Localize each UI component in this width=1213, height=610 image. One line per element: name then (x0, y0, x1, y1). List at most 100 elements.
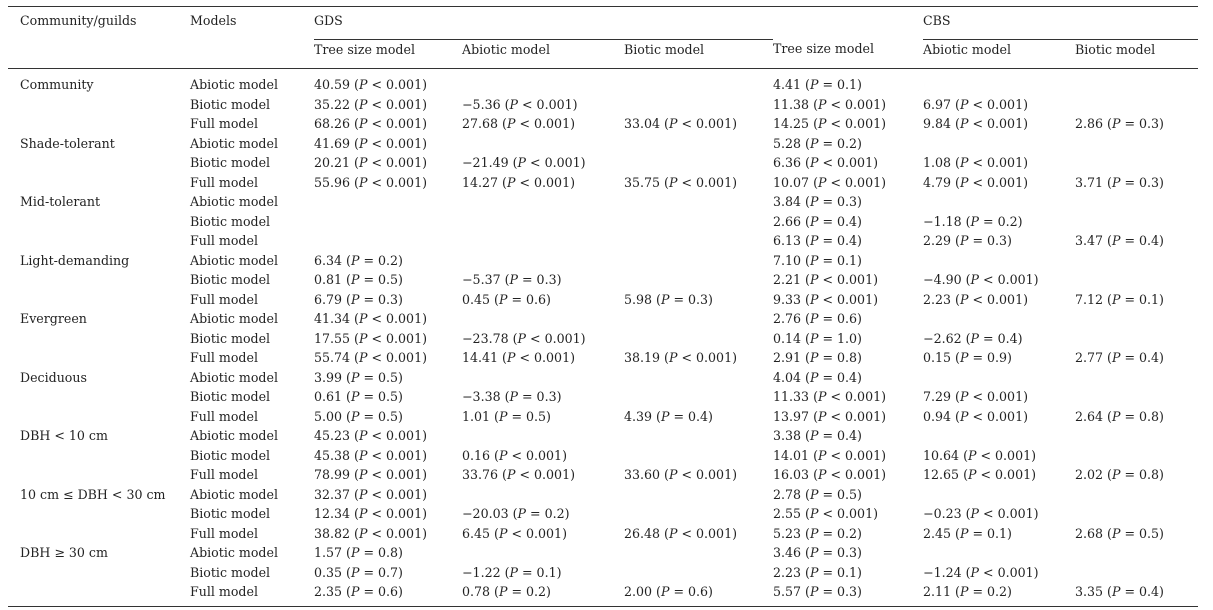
guild-label: Community (20, 77, 94, 92)
table-row: Full model 78.99 (P < 0.001) 33.76 (P < 0.… (8, 465, 1198, 485)
value-cell: 55.96 (P < 0.001) (314, 174, 427, 190)
value-cell (1075, 212, 1198, 232)
col-header-community: Community/guilds (20, 13, 137, 28)
value-cell: 45.23 (P < 0.001) (314, 428, 427, 443)
value-cell (1075, 543, 1198, 563)
value-cell (624, 134, 773, 154)
value-cell (1075, 192, 1198, 212)
value-cell (462, 543, 624, 563)
table-body: Community Abiotic model 40.59 (P < 0.001) 4… (8, 69, 1199, 606)
sub-header-cbs-tree-size: Tree size model (773, 39, 924, 69)
value-cell: 2.76 (P = 0.6) (773, 311, 862, 326)
value-cell (923, 192, 1075, 212)
value-cell (624, 543, 773, 563)
value-cell: 6.97 (P < 0.001) (923, 96, 1028, 112)
model-label: Abiotic model (190, 135, 278, 151)
table-row: Full model 2.35 (P = 0.6) 0.78 (P = 0.2) 2.… (8, 582, 1198, 606)
value-cell (1075, 426, 1198, 446)
value-cell: 2.77 (P = 0.4) (1075, 350, 1164, 365)
value-cell (1075, 563, 1198, 583)
value-cell: 3.84 (P = 0.3) (773, 194, 862, 209)
table-row: Full model 5.00 (P = 0.5) 1.01 (P = 0.5) 4.… (8, 407, 1198, 427)
value-cell: 14.41 (P < 0.001) (462, 350, 575, 365)
value-cell: 3.35 (P = 0.4) (1075, 584, 1164, 599)
value-cell (462, 251, 624, 271)
value-cell (923, 309, 1075, 329)
value-cell: 0.45 (P = 0.6) (462, 291, 551, 307)
guild-label: Shade-tolerant (20, 135, 115, 151)
model-label: Abiotic model (190, 369, 278, 385)
value-cell (1075, 134, 1198, 154)
guild-label: 10 cm ≤ DBH < 30 cm (20, 486, 166, 502)
value-cell: 4.04 (P = 0.4) (773, 369, 862, 385)
value-cell (923, 134, 1075, 154)
table-row: Biotic model 12.34 (P < 0.001) −20.03 (P =… (8, 504, 1198, 524)
table-row: Biotic model 45.38 (P < 0.001) 0.16 (P < 0… (8, 446, 1198, 466)
guild-label: DBH < 10 cm (20, 428, 108, 443)
value-cell: 6.13 (P = 0.4) (773, 233, 862, 248)
value-cell: 7.29 (P < 0.001) (923, 389, 1028, 404)
value-cell: 33.60 (P < 0.001) (624, 467, 737, 482)
value-cell (1075, 504, 1198, 524)
value-cell (1075, 69, 1198, 95)
table-row: DBH < 10 cm Abiotic model 45.23 (P < 0.001… (8, 426, 1198, 446)
model-label: Full model (190, 291, 258, 307)
table-row: 10 cm ≤ DBH < 30 cm Abiotic model 32.37 (P… (8, 485, 1198, 505)
table-row: Light-demanding Abiotic model 6.34 (P = 0.… (8, 251, 1198, 271)
value-cell: 0.15 (P = 0.9) (923, 350, 1012, 365)
value-cell: 14.01 (P < 0.001) (773, 447, 887, 463)
value-cell: 38.82 (P < 0.001) (314, 525, 427, 541)
value-cell: 6.79 (P = 0.3) (314, 291, 403, 307)
value-cell: 2.64 (P = 0.8) (1075, 408, 1164, 424)
value-cell: 6.45 (P < 0.001) (462, 525, 567, 541)
guild-label (8, 173, 190, 193)
value-cell: 32.37 (P < 0.001) (314, 486, 427, 502)
guild-label (8, 270, 190, 290)
value-cell (1075, 309, 1198, 329)
model-label: Biotic model (190, 213, 271, 229)
value-cell: 14.27 (P < 0.001) (462, 174, 575, 190)
table-row: Biotic model 2.66 (P = 0.4) −1.18 (P = 0.2… (8, 212, 1198, 232)
value-cell: 0.14 (P = 1.0) (773, 330, 862, 346)
table-row: Evergreen Abiotic model 41.34 (P < 0.001) 2… (8, 309, 1198, 329)
value-cell: 6.36 (P < 0.001) (773, 155, 878, 170)
value-cell (624, 69, 773, 95)
value-cell: 14.25 (P < 0.001) (773, 116, 887, 131)
model-label: Full model (190, 467, 258, 482)
table-row: Community Abiotic model 40.59 (P < 0.001) 4… (8, 69, 1198, 95)
results-table-container: Community/guilds Models GDS CBS Tree siz… (8, 6, 1199, 607)
group-header-cbs: CBS (923, 6, 1199, 40)
model-label: Biotic model (190, 155, 271, 170)
value-cell (923, 485, 1075, 505)
value-cell (624, 368, 773, 388)
value-cell (624, 329, 773, 349)
model-label: Biotic model (190, 564, 271, 580)
value-cell (624, 309, 773, 329)
value-cell: 2.23 (P = 0.1) (773, 564, 862, 580)
value-cell: 13.97 (P < 0.001) (773, 408, 887, 424)
value-cell (462, 426, 624, 446)
value-cell: 41.69 (P < 0.001) (314, 135, 427, 151)
value-cell: 2.66 (P = 0.4) (773, 213, 862, 229)
value-cell: 1.08 (P < 0.001) (923, 155, 1028, 170)
model-label: Full model (190, 116, 258, 131)
value-cell: 41.34 (P < 0.001) (314, 311, 427, 326)
model-label: Abiotic model (190, 311, 278, 326)
table-row: Biotic model 0.81 (P = 0.5) −5.37 (P = 0.3… (8, 270, 1198, 290)
value-cell: 5.00 (P = 0.5) (314, 408, 403, 424)
model-label: Biotic model (190, 272, 271, 287)
sub-header-cbs-abiotic: Abiotic model (923, 39, 1076, 69)
value-cell: 5.98 (P = 0.3) (624, 291, 713, 307)
guild-label: Deciduous (20, 369, 87, 385)
value-cell (624, 95, 773, 115)
value-cell (462, 134, 624, 154)
value-cell: 2.29 (P = 0.3) (923, 233, 1012, 248)
value-cell: 2.45 (P = 0.1) (923, 525, 1012, 541)
group-header-gds: GDS (314, 6, 774, 40)
value-cell: 0.94 (P < 0.001) (923, 408, 1028, 424)
value-cell: 68.26 (P < 0.001) (314, 116, 427, 131)
guild-label (8, 465, 190, 485)
guild-label (8, 153, 190, 173)
model-label: Abiotic model (190, 194, 278, 209)
col-header-models: Models (190, 13, 237, 28)
